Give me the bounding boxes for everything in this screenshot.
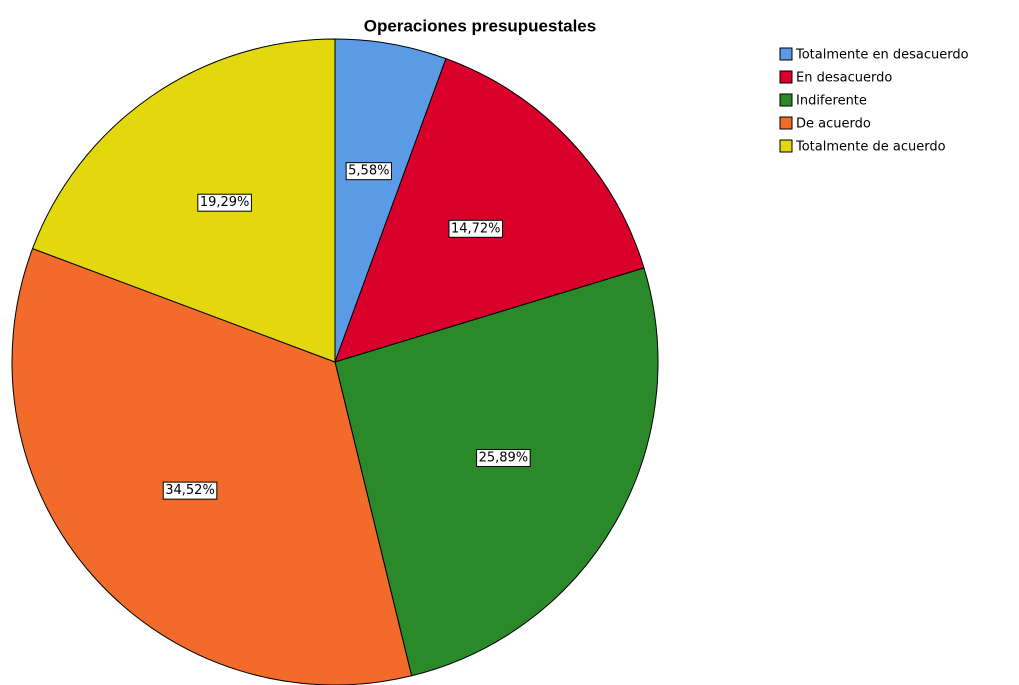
data-label-box <box>162 481 218 500</box>
data-label-box <box>197 193 252 212</box>
legend-swatch <box>779 116 793 130</box>
pie-slice <box>334 58 645 363</box>
data-label: 5,58% <box>348 164 389 179</box>
legend-swatch <box>779 139 793 153</box>
legend-label: En desacuerdo <box>796 71 892 86</box>
pie-slice <box>334 267 659 677</box>
legend-label: Indiferente <box>796 94 867 109</box>
pie-slice <box>11 247 413 685</box>
data-label-box <box>345 162 392 181</box>
legend-swatch <box>779 93 793 107</box>
legend-label: Totalmente en desacuerdo <box>795 48 969 63</box>
legend-swatch <box>779 47 793 61</box>
data-label-box <box>448 219 504 238</box>
pie-slice <box>31 38 336 363</box>
data-label: 19,29% <box>200 195 250 210</box>
legend-label: Totalmente de acuerdo <box>795 140 946 155</box>
data-label-box <box>476 448 531 467</box>
data-label: 34,52% <box>165 483 215 498</box>
data-label: 14,72% <box>451 221 501 236</box>
data-label: 25,89% <box>479 450 529 465</box>
legend-label: De acuerdo <box>796 117 871 132</box>
legend-swatch <box>779 70 793 84</box>
chart-title: Operaciones presupuestales <box>364 16 596 35</box>
